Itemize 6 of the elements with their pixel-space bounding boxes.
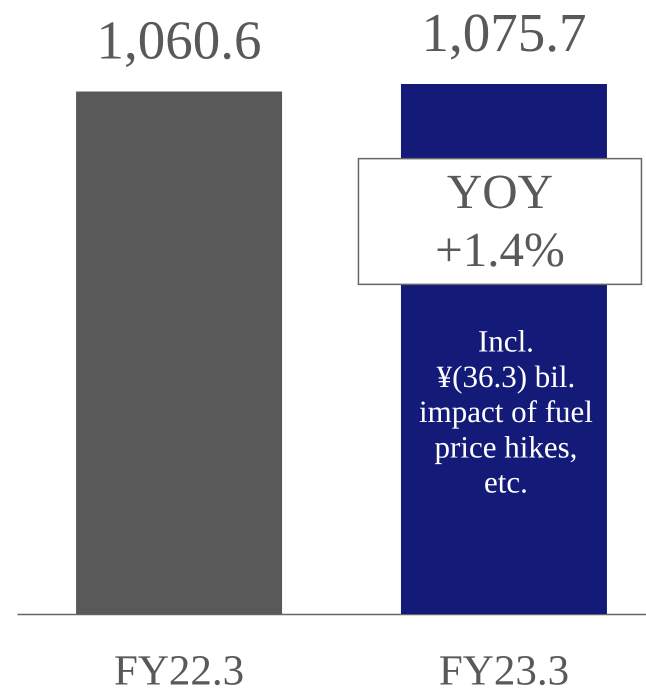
data-label: 1,060.6 xyxy=(96,9,262,70)
x-tick-label: FY22.3 xyxy=(114,648,244,690)
annotation: YOY +1.4% xyxy=(435,164,565,277)
annotation: Incl. ¥(36.3) bil. impact of fuel price hikes, etc. xyxy=(419,324,593,500)
x-tick-label: FY23.3 xyxy=(438,648,570,690)
data-label: 1,075.7 xyxy=(421,2,586,63)
